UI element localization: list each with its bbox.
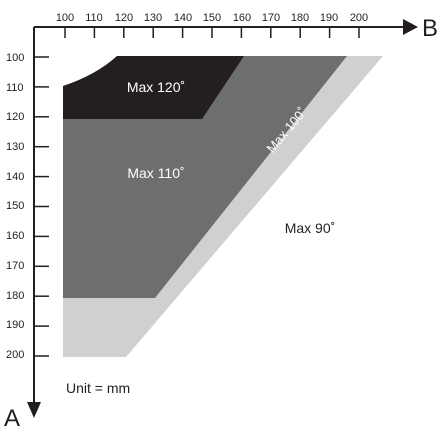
unit-label: Unit = mm xyxy=(66,380,130,396)
axis-b-arrow-icon xyxy=(403,19,418,35)
axis-a-tick-label: 190 xyxy=(6,319,24,331)
axis-b-label: B xyxy=(422,15,438,42)
axis-a-tick-label: 180 xyxy=(6,290,24,302)
axis-b-tick-label: 170 xyxy=(262,12,280,24)
axis-a-tick-label: 130 xyxy=(6,141,24,153)
axis-b-tick-label: 130 xyxy=(144,12,162,24)
axis-a-tick-label: 120 xyxy=(6,111,24,123)
axis-b-tick-labels: 100 110 120 130 140 150 160 170 180 190 … xyxy=(56,12,368,24)
axis-a-tick-label: 150 xyxy=(6,200,24,212)
axis-b-tick-label: 200 xyxy=(350,12,368,24)
label-max-110: Max 110˚ xyxy=(127,165,184,181)
axis-b-tick-label: 190 xyxy=(320,12,338,24)
region-max-120 xyxy=(63,56,244,147)
axis-b-tick-label: 120 xyxy=(115,12,133,24)
axis-b-tick-label: 100 xyxy=(56,12,74,24)
axis-a-tick-label: 140 xyxy=(6,171,24,183)
axis-a-tick-label: 110 xyxy=(6,82,24,94)
axis-b-tick-label: 160 xyxy=(233,12,251,24)
axis-b-tick-label: 140 xyxy=(174,12,192,24)
axis-a-tick-label: 170 xyxy=(6,260,24,272)
label-max-120: Max 120˚ xyxy=(127,79,185,95)
axis-b-tick-label: 180 xyxy=(291,12,309,24)
axis-a-tick-label: 200 xyxy=(6,349,24,361)
axis-b-tick-label: 150 xyxy=(203,12,221,24)
axis-a-tick-labels: 100 110 120 130 140 150 160 170 180 190 … xyxy=(6,52,24,361)
axis-a-tick-label: 100 xyxy=(6,52,24,64)
axis-a-arrow-icon xyxy=(27,402,41,418)
axis-b-tick-label: 110 xyxy=(85,12,103,24)
axis-b-ticks xyxy=(64,27,360,38)
axis-a-tick-label: 160 xyxy=(6,230,24,242)
label-max-90: Max 90˚ xyxy=(285,220,336,236)
axis-a-label: A xyxy=(4,405,20,431)
axis-a-ticks xyxy=(34,56,49,357)
